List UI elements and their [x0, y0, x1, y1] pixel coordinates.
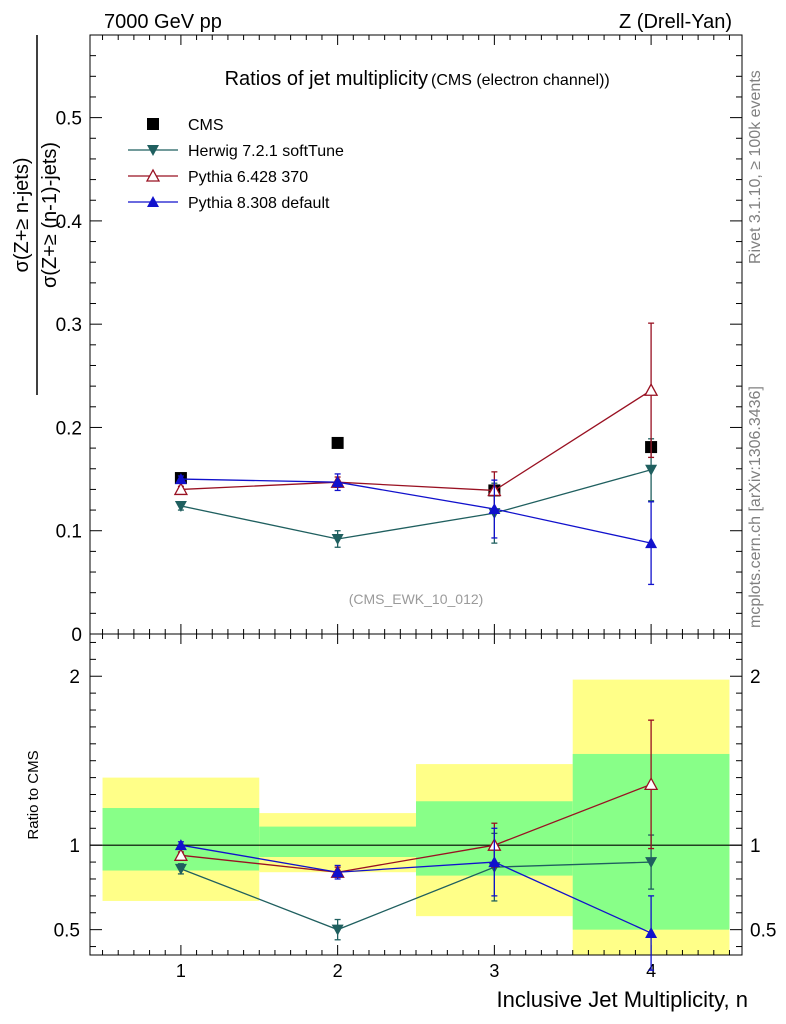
legend-label-herwig-7-2-1-softtune: Herwig 7.2.1 softTune [188, 143, 344, 160]
chart-title: Ratios of jet multiplicity [225, 68, 428, 90]
ratio-point-pythia-6-428-370 [173, 847, 188, 861]
legend-marker-pythia-8-308-default [147, 196, 159, 207]
y-tick-label: 0.1 [56, 522, 82, 543]
top-point-herwig-7-2-1-softtune [174, 500, 187, 512]
top-line-pythia-8-308-default [180, 478, 652, 544]
top-series-herwig-7-2-1-softtune [174, 438, 658, 548]
top-point-pythia-8-308-default [174, 473, 187, 485]
ratio-y-tick-label-right: 1 [750, 836, 761, 857]
top-point-herwig-7-2-1-softtune [331, 533, 344, 545]
legend: CMS Herwig 7.2.1 softTune Pythia 6.428 370… [128, 117, 344, 212]
ratio-y-tick-label: 1 [69, 836, 80, 857]
header-process-label: Z (Drell-Yan) [619, 11, 732, 33]
legend-label-cms: CMS [188, 117, 224, 134]
y-tick-label: 0.2 [56, 418, 82, 439]
ratio-line-herwig-7-2-1-softtune [180, 861, 652, 931]
chart-subtitle: (CMS (electron channel)) [431, 72, 610, 89]
top-line-herwig-7-2-1-softtune [180, 469, 652, 540]
top-point-cms [331, 436, 344, 449]
ratio-y-tick-label: 2 [69, 667, 80, 688]
mcplots-reference-label: mcplots.cern.ch [arXiv:1306.3436] [747, 386, 764, 628]
ratio-point-herwig-7-2-1-softtune [174, 863, 187, 875]
ratio-y-axis-label: Ratio to CMS [25, 750, 42, 839]
ratio-point-pythia-8-308-default [488, 856, 501, 868]
legend-marker-pythia-6-428-370 [145, 168, 161, 182]
header-energy-label: 7000 GeV pp [104, 11, 222, 33]
ratio-y-tick-label: 0.5 [54, 921, 80, 942]
ratio-point-pythia-8-308-default [331, 866, 344, 878]
rivet-version-label: Rivet 3.1.10, ≥ 100k events [747, 70, 764, 264]
top-point-pythia-6-428-370 [644, 382, 659, 396]
y-tick-label: 0.3 [56, 315, 82, 336]
top-point-pythia-8-308-default [488, 503, 501, 515]
x-tick-label: 3 [489, 961, 499, 981]
legend-label-pythia-6-428-370: Pythia 6.428 370 [188, 169, 308, 186]
x-tick-label: 1 [176, 961, 186, 981]
legend-marker-cms [147, 118, 159, 130]
axes-layer: 1 2 3 4 0 0.1 0.2 0.3 0.4 0.5 0.5 0.5 1 1 2 2 [54, 34, 776, 981]
ratio-point-pythia-8-308-default [645, 927, 658, 939]
top-point-pythia-6-428-370 [173, 482, 188, 496]
ratio-line-pythia-8-308-default [180, 844, 652, 934]
y-label-denominator: σ(Z+≥ (n-1)-jets) [39, 142, 61, 288]
top-point-pythia-8-308-default [331, 476, 344, 488]
ratio-point-herwig-7-2-1-softtune [645, 857, 658, 869]
x-tick-label: 4 [646, 961, 656, 981]
x-tick-label: 2 [333, 961, 343, 981]
ratio-point-herwig-7-2-1-softtune [331, 924, 344, 936]
y-label-numerator: σ(Z+≥ n-jets) [11, 158, 33, 273]
y-tick-label: 0.5 [56, 109, 82, 130]
ratio-point-pythia-8-308-default [174, 839, 187, 851]
top-line-pythia-6-428-370 [180, 389, 652, 492]
top-y-axis-label: σ(Z+≥ n-jets) σ(Z+≥ (n-1)-jets) [11, 35, 61, 395]
top-series-pythia-6-428-370 [173, 322, 659, 510]
x-axis-label: Inclusive Jet Multiplicity, n [497, 987, 748, 1012]
y-tick-label: 0.4 [56, 212, 83, 233]
ratio-y-tick-label-right: 2 [750, 667, 761, 688]
ratio-uncertainty-bands [102, 679, 730, 955]
ratio-y-tick-label-right: 0.5 [750, 921, 776, 942]
ratio-line-pythia-6-428-370 [180, 783, 652, 873]
legend-label-pythia-8-308-default: Pythia 8.308 default [188, 195, 330, 212]
ratio-series-pythia-8-308-default [174, 827, 658, 971]
analysis-tag: (CMS_EWK_10_012) [349, 591, 484, 607]
ratio-point-pythia-6-428-370 [644, 777, 659, 791]
top-point-pythia-8-308-default [645, 537, 658, 549]
top-series-pythia-8-308-default [174, 473, 658, 586]
top-point-herwig-7-2-1-softtune [645, 464, 658, 476]
legend-marker-herwig-7-2-1-softtune [147, 145, 159, 156]
y-tick-label: 0 [71, 625, 82, 646]
inner-band-bin-2 [259, 826, 416, 858]
series-layer [173, 322, 659, 971]
